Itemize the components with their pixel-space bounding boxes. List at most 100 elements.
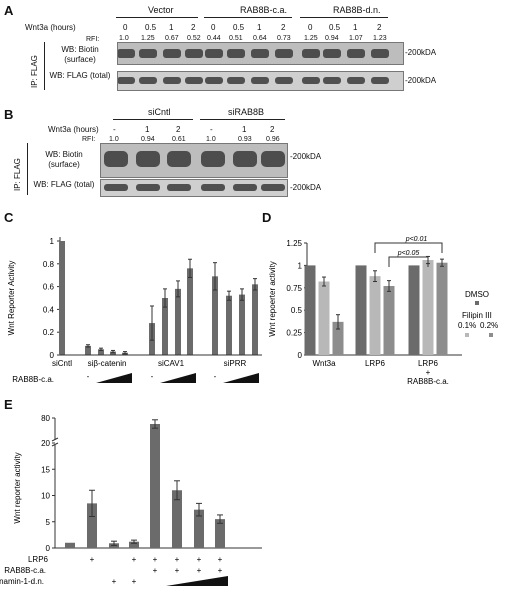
panel-a-rfi-8: 1.25 xyxy=(304,35,318,42)
panel-e-letter: E xyxy=(4,397,13,412)
panel-a-time-1: 0.5 xyxy=(145,23,157,32)
panel-d-category-label: LRP6 xyxy=(365,359,386,368)
panel-d-category-label: RAB8B-c.a. xyxy=(407,377,449,386)
panel-a-biotin-band xyxy=(118,49,135,58)
panel-d-chart: 0 0.25 0.5 0.75 1 1.25 Wnt repoerter activity W… xyxy=(268,236,498,386)
panel-d-bar xyxy=(318,281,330,355)
panel-b-biotin-band xyxy=(201,151,225,167)
panel-a-time-label: Wnt3a (hours) xyxy=(25,23,76,32)
panel-a-rfi-7: 0.73 xyxy=(277,35,291,42)
panel-d-ylabel: Wnt repoerter activity xyxy=(268,261,277,337)
panel-e-plus: + xyxy=(90,555,95,564)
panel-d-category-label: + xyxy=(426,368,431,377)
panel-a-biotin-band xyxy=(185,49,203,58)
panel-a-letter: A xyxy=(4,3,14,18)
panel-b-flag-band xyxy=(201,184,225,191)
panel-a-rfi-3: 0.52 xyxy=(187,35,201,42)
panel-a-time-10: 1 xyxy=(353,23,358,32)
panel-c-group-label: siCAV1 xyxy=(158,359,185,368)
panel-e-plus: + xyxy=(153,566,158,575)
panel-b-rfi-label: RFI: xyxy=(82,136,96,143)
panel-c-ytick-label: 1 xyxy=(50,237,55,246)
panel-b-biotin-band xyxy=(167,151,191,167)
panel-a-time-5: 0.5 xyxy=(233,23,245,32)
panel-c-ylabel: Wnt Reporter Activity xyxy=(7,261,16,336)
panel-e-plus: + xyxy=(175,555,180,564)
panel-d-bar xyxy=(383,286,395,355)
panel-a-time-7: 2 xyxy=(281,23,286,32)
panel-a-biotin-band xyxy=(302,49,320,58)
panel-e-plus: + xyxy=(218,555,223,564)
panel-c-dash: - xyxy=(214,372,217,381)
panel-a-flag-band xyxy=(275,77,293,84)
panel-e-row-label: RAB8B-c.a. xyxy=(4,566,46,575)
panel-b-flag-band xyxy=(261,184,285,191)
panel-a-flag-band xyxy=(251,77,269,84)
panel-e-axis-break xyxy=(51,442,59,447)
panel-d-bar xyxy=(355,265,367,355)
panel-e-bar xyxy=(215,519,225,548)
panel-c-ytick-label: 0.8 xyxy=(43,260,55,269)
panel-e-ytick-label: 20 xyxy=(41,439,50,448)
panel-d-bar xyxy=(422,260,434,355)
panel-b-rfi-1: 0.94 xyxy=(141,136,155,143)
panel-b-biotin-blot xyxy=(100,143,288,178)
panel-a-time-2: 1 xyxy=(169,23,174,32)
panel-c-letter: C xyxy=(4,210,14,225)
panel-a-rfi-6: 0.64 xyxy=(253,35,267,42)
panel-b-time-1: 1 xyxy=(145,125,150,134)
panel-a-biotin-band xyxy=(139,49,157,58)
panel-d-legend-swatch xyxy=(489,333,493,337)
panel-a-biotin-band xyxy=(205,49,223,58)
panel-a-flag-blot xyxy=(117,71,404,91)
panel-b-group-label-1: siCntl xyxy=(148,107,171,117)
panel-d-ytick-label: 0.5 xyxy=(291,306,303,315)
panel-c-treatment-label: RAB8B-c.a. xyxy=(12,375,54,384)
panel-b-flag-band xyxy=(136,184,160,191)
panel-c-bar xyxy=(212,276,218,355)
panel-a-biotin-band xyxy=(323,49,341,58)
panel-b-group-line-1 xyxy=(113,119,193,120)
panel-d-legend-swatch xyxy=(465,333,469,337)
panel-b-rfi-2: 0.61 xyxy=(172,136,186,143)
panel-b-biotin-band xyxy=(261,151,285,167)
panel-a-ip-label: IP: FLAG xyxy=(30,55,39,88)
panel-e-chart: 0 5 10 15 20 80 Wnt reporter activity LRP6 + + + + +… xyxy=(0,414,262,586)
panel-c-dash: - xyxy=(87,372,90,381)
panel-b-biotin-band xyxy=(136,151,160,167)
panel-c-bar xyxy=(98,349,104,355)
panel-a-biotin-band xyxy=(251,49,269,58)
panel-a-wb-flag-label: WB: FLAG (total) xyxy=(49,71,111,80)
panel-e-ytick-label: 10 xyxy=(41,492,50,501)
panel-d-legend-dmso: DMSO xyxy=(465,290,489,299)
panel-b-time-4: 1 xyxy=(242,125,247,134)
panel-a-biotin-band xyxy=(347,49,365,58)
panel-a-flag-band xyxy=(118,77,135,84)
panel-b-ip-label: IP: FLAG xyxy=(13,158,22,191)
panel-a-biotin-band xyxy=(275,49,293,58)
panel-a-biotin-band xyxy=(163,49,181,58)
panel-e-ylabel: Wnt reporter activity xyxy=(13,452,22,523)
panel-a-flag-band xyxy=(371,77,389,84)
panel-b-wb-flag-label: WB: FLAG (total) xyxy=(33,180,95,189)
panel-c-bar xyxy=(175,288,181,355)
panel-d-legend-swatch xyxy=(475,301,479,305)
panel-a-time-11: 2 xyxy=(377,23,382,32)
panel-e-bar xyxy=(172,490,182,548)
panel-d-ytick-label: 1.25 xyxy=(286,239,302,248)
panel-d-ytick-label: 0.25 xyxy=(286,329,302,338)
panel-c-bar xyxy=(85,345,91,355)
panel-b-rfi-0: 1.0 xyxy=(109,136,119,143)
panel-a-rfi-0: 1.0 xyxy=(119,35,129,42)
panel-e-bar xyxy=(150,424,160,548)
panel-c-ytick-label: 0.2 xyxy=(43,328,55,337)
panel-a-mw-biotin: -200kDA xyxy=(405,48,437,57)
panel-b-group-label-2: siRAB8B xyxy=(228,107,265,117)
panel-a-time-8: 0 xyxy=(308,23,313,32)
panel-a-time-9: 0.5 xyxy=(329,23,341,32)
panel-b-time-3: - xyxy=(210,125,213,134)
panel-a-rfi-2: 0.67 xyxy=(165,35,179,42)
panel-c-group-label: siCntl xyxy=(52,359,72,368)
panel-b-flag-band xyxy=(233,184,257,191)
panel-d-annotation: p<0.05 xyxy=(397,250,420,257)
